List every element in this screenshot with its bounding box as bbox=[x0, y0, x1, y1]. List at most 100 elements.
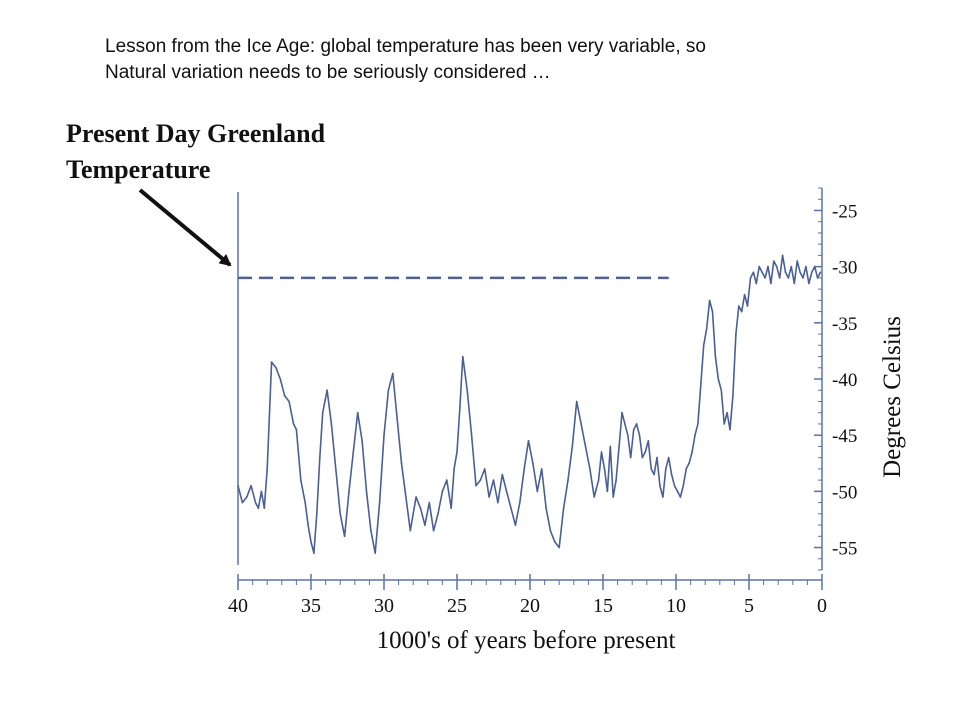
series-point bbox=[638, 434, 641, 437]
series-point bbox=[629, 456, 632, 459]
series-point bbox=[475, 484, 477, 487]
y-tick-label: -45 bbox=[832, 426, 857, 447]
series-point bbox=[603, 468, 606, 470]
series-point bbox=[279, 378, 282, 380]
x-tick-label: 10 bbox=[666, 595, 686, 617]
series-point bbox=[246, 496, 248, 498]
series-point bbox=[700, 383, 702, 386]
series-point bbox=[263, 507, 266, 510]
series-point bbox=[635, 423, 638, 425]
y-tick-label: -25 bbox=[832, 201, 857, 222]
chart-title-line-2: Temperature bbox=[66, 155, 210, 184]
series-point bbox=[653, 473, 655, 476]
series-point bbox=[720, 389, 723, 392]
y-tick-labels: -25 -30 -35 -40 -45 -50 -55 bbox=[832, 201, 857, 559]
series-point bbox=[612, 496, 614, 498]
series-point bbox=[501, 473, 504, 476]
series-point bbox=[459, 406, 461, 408]
series-point bbox=[746, 305, 749, 307]
series-point bbox=[670, 473, 673, 476]
series-point bbox=[275, 367, 277, 369]
series-point bbox=[650, 468, 652, 470]
series-point bbox=[714, 355, 717, 358]
series-point bbox=[432, 529, 435, 532]
series-point bbox=[383, 434, 385, 437]
series-point bbox=[691, 451, 693, 453]
series-point bbox=[361, 440, 363, 442]
series-point bbox=[708, 299, 711, 302]
series-point bbox=[415, 496, 417, 498]
series-point bbox=[567, 479, 569, 481]
series-point bbox=[609, 445, 612, 448]
x-tick-label: 25 bbox=[447, 595, 467, 617]
series-point bbox=[811, 271, 813, 274]
series-point bbox=[343, 535, 346, 538]
series-point bbox=[453, 468, 455, 470]
series-point bbox=[483, 468, 486, 470]
x-major-ticks bbox=[237, 574, 823, 590]
series-point bbox=[767, 265, 769, 268]
series-point bbox=[378, 501, 381, 504]
series-point bbox=[288, 400, 290, 403]
series-point bbox=[813, 265, 816, 268]
series-line-temperature bbox=[237, 254, 822, 554]
series-point bbox=[679, 496, 682, 498]
series-point bbox=[450, 507, 453, 510]
series-point bbox=[580, 423, 582, 425]
series-point bbox=[527, 440, 530, 442]
series-point bbox=[593, 496, 595, 498]
series-point bbox=[330, 423, 333, 425]
series-point bbox=[802, 277, 804, 279]
series-point bbox=[335, 468, 337, 470]
series-point bbox=[419, 507, 422, 510]
series-points bbox=[237, 254, 822, 554]
series-point bbox=[260, 490, 263, 493]
series-point bbox=[749, 277, 752, 279]
series-point bbox=[540, 468, 543, 470]
series-point bbox=[446, 479, 448, 481]
series-point bbox=[428, 501, 431, 504]
series-point bbox=[339, 513, 342, 515]
series-point bbox=[723, 423, 725, 425]
series-point bbox=[424, 524, 426, 526]
series-point bbox=[682, 484, 685, 487]
series-point bbox=[597, 479, 600, 481]
series-point bbox=[321, 411, 324, 414]
series-point bbox=[466, 389, 469, 392]
series-point bbox=[270, 361, 273, 363]
series-point bbox=[738, 305, 740, 307]
series-point bbox=[717, 378, 720, 380]
series-point bbox=[790, 265, 793, 268]
series-point bbox=[770, 282, 772, 285]
series-point bbox=[310, 541, 312, 543]
series-point bbox=[292, 423, 295, 425]
series-point bbox=[665, 468, 667, 470]
series-point bbox=[400, 462, 403, 465]
series-point bbox=[257, 507, 260, 510]
series-point bbox=[775, 265, 778, 268]
caption-line-2: Natural variation needs to be seriously … bbox=[105, 62, 551, 83]
series-point bbox=[370, 529, 372, 532]
x-tick-label: 15 bbox=[593, 595, 613, 617]
series-point bbox=[283, 395, 286, 397]
series-point bbox=[584, 445, 587, 448]
series-point bbox=[250, 484, 252, 487]
series-point bbox=[356, 411, 359, 414]
series-point bbox=[352, 451, 355, 453]
series-point bbox=[705, 327, 708, 330]
caption-line-1: Lesson from the Ice Age: global temperat… bbox=[105, 36, 706, 57]
series-point bbox=[505, 490, 508, 493]
series-point bbox=[632, 428, 635, 431]
series-point bbox=[412, 513, 415, 515]
series-point bbox=[799, 271, 801, 274]
series-point bbox=[492, 479, 495, 481]
series-point bbox=[641, 456, 644, 459]
slide-caption: Lesson from the Ice Age: global temperat… bbox=[105, 34, 885, 86]
series-point bbox=[348, 490, 350, 493]
y-tick-label: -55 bbox=[832, 539, 857, 560]
series-point bbox=[667, 456, 670, 459]
x-tick-label: 5 bbox=[744, 595, 754, 617]
series-point bbox=[519, 501, 521, 504]
series-point bbox=[300, 479, 302, 481]
